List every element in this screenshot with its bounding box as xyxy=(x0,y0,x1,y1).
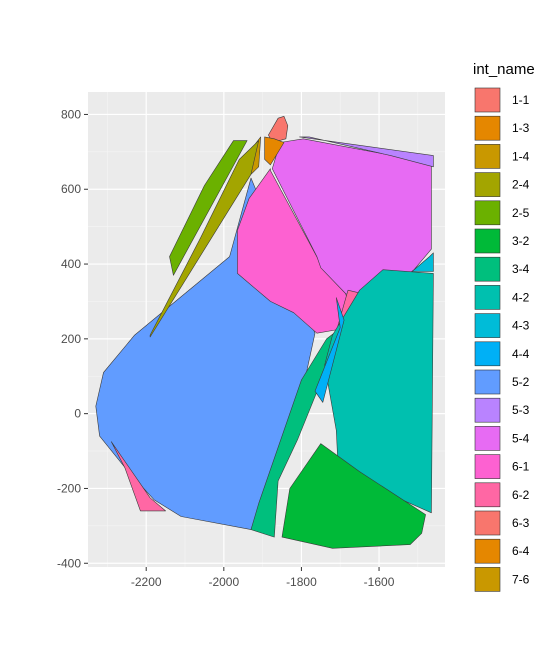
legend-label-6-3: 6-3 xyxy=(512,516,530,530)
legend-label-6-4: 6-4 xyxy=(512,544,530,558)
y-tick-label: 800 xyxy=(61,107,81,121)
region-polygon-4-2 xyxy=(324,269,434,514)
legend-label-3-4: 3-4 xyxy=(512,262,530,276)
x-tick-label: -1600 xyxy=(364,575,395,589)
legend-swatch-2-5 xyxy=(474,200,501,226)
legend-swatch-7-6 xyxy=(474,567,501,592)
legend-swatch-4-2 xyxy=(474,285,501,310)
region-polygon-2-5 xyxy=(169,140,248,276)
legend-swatch-6-3 xyxy=(474,510,501,536)
legend-swatch-1-3 xyxy=(474,115,501,141)
x-tick-label: -2000 xyxy=(208,575,239,589)
legend-label-6-2: 6-2 xyxy=(512,488,530,502)
y-tick-label: 200 xyxy=(61,332,81,346)
region-polygon-6-3 xyxy=(271,138,432,295)
legend-label-4-4: 4-4 xyxy=(512,347,530,361)
legend-swatch-4-3 xyxy=(474,313,501,338)
region-polygon-1-3 xyxy=(264,136,285,166)
region-polygon-4-3 xyxy=(411,252,434,272)
y-tick-label: -400 xyxy=(57,556,81,570)
x-tick-label: -1800 xyxy=(286,575,317,589)
y-tick-label: 0 xyxy=(74,407,81,421)
y-tick-label: -200 xyxy=(57,481,81,495)
legend-label-1-3: 1-3 xyxy=(512,121,530,135)
legend-swatch-4-4 xyxy=(474,341,501,367)
legend-label-5-2: 5-2 xyxy=(512,375,530,389)
legend-swatch-6-2 xyxy=(474,482,501,508)
legend-label-4-2: 4-2 xyxy=(512,290,530,304)
legend-label-6-1: 6-1 xyxy=(512,460,530,474)
legend-swatch-5-4 xyxy=(474,426,501,451)
legend-swatch-2-4 xyxy=(474,172,501,197)
y-tick-label: 600 xyxy=(61,182,81,196)
region-polygons xyxy=(95,116,434,549)
legend-label-5-4: 5-4 xyxy=(512,431,530,445)
legend-swatch-3-4 xyxy=(474,256,501,282)
legend-swatch-6-4 xyxy=(474,538,501,564)
legend-label-2-4: 2-4 xyxy=(512,178,530,192)
legend-swatch-5-2 xyxy=(474,369,501,395)
legend-label-5-3: 5-3 xyxy=(512,403,530,417)
legend-swatch-1-1 xyxy=(474,87,501,113)
region-polygon-7-6 xyxy=(111,441,166,512)
legend-label-7-6: 7-6 xyxy=(512,572,530,586)
y-axis: 800 600 400 200 0 -200 -400 xyxy=(57,107,88,570)
legend-label-3-2: 3-2 xyxy=(512,234,530,248)
legend-swatch-6-1 xyxy=(474,454,501,479)
region-polygon-2-4 xyxy=(149,140,260,338)
legend-swatch-1-4 xyxy=(474,144,501,169)
legend: int_name 1-1 1-3 1-4 2-4 2-5 3-2 3-4 4-2 4-3 4-4 5… xyxy=(473,61,535,592)
region-polygon-1-1 xyxy=(268,116,289,143)
x-tick-label: -2200 xyxy=(131,575,162,589)
legend-label-2-5: 2-5 xyxy=(512,206,530,220)
legend-title: int_name xyxy=(473,61,535,78)
y-tick-label: 400 xyxy=(61,257,81,271)
x-axis: -2200 -2000 -1800 -1600 xyxy=(131,567,395,589)
legend-label-1-4: 1-4 xyxy=(512,149,530,163)
region-polygon-3-2 xyxy=(281,443,426,549)
legend-items: 1-1 1-3 1-4 2-4 2-5 3-2 3-4 4-2 4-3 4-4 5-2 5-3 5-4 6… xyxy=(474,87,530,592)
region-polygon-4-4 xyxy=(314,297,345,403)
legend-swatch-5-3 xyxy=(474,397,501,423)
legend-label-4-3: 4-3 xyxy=(512,319,530,333)
legend-label-1-1: 1-1 xyxy=(512,93,530,107)
legend-swatch-3-2 xyxy=(474,228,501,254)
region-polygon-6-1 xyxy=(299,136,434,168)
